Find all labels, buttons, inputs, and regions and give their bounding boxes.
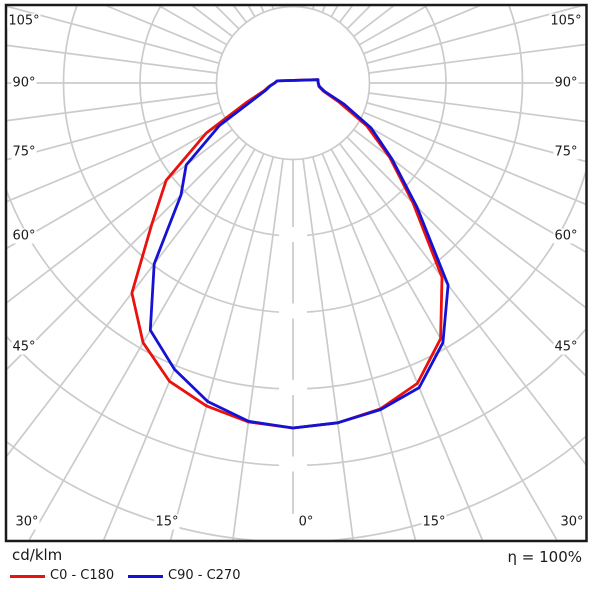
angle-label-bottom-4-30: 30° xyxy=(559,514,585,530)
legend-swatch-blue-line xyxy=(128,575,163,578)
angle-label-left-90: 90° xyxy=(11,75,37,91)
legend-swatch-red-line xyxy=(10,575,45,578)
angle-label-right-60: 60° xyxy=(553,228,579,244)
angle-label-right-45: 45° xyxy=(553,339,579,355)
angle-label-bottom-1-15: 15° xyxy=(154,514,180,530)
angle-label-left-60: 60° xyxy=(11,228,37,244)
angle-label-bottom-0-30: 30° xyxy=(14,514,40,530)
angle-label-bottom-3-15: 15° xyxy=(421,514,447,530)
angle-label-left-105: 105° xyxy=(7,13,41,29)
legend-label: C90 - C270 xyxy=(168,568,241,583)
angle-label-right-105: 105° xyxy=(549,13,583,29)
legend-label: C0 - C180 xyxy=(50,568,115,583)
unit-label: cd/klm xyxy=(12,546,63,564)
angle-label-right-90: 90° xyxy=(553,75,579,91)
angle-label-bottom-2-0: 0° xyxy=(297,514,315,530)
angle-label-right-75: 75° xyxy=(553,144,579,160)
angle-label-left-75: 75° xyxy=(11,144,37,160)
efficiency-label: η = 100% xyxy=(507,548,583,566)
angle-label-left-45: 45° xyxy=(11,339,37,355)
